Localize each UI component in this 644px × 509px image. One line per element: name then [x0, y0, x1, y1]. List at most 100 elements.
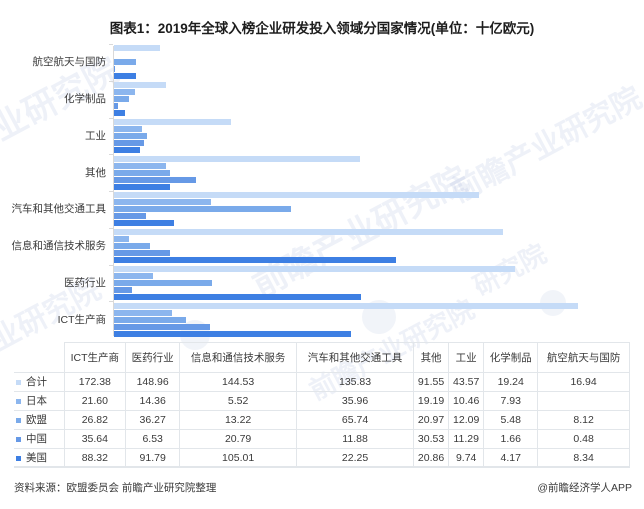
legend-swatch-icon [16, 398, 21, 404]
table-cell: 91.55 [413, 372, 450, 392]
y-axis-label: 工业 [85, 129, 106, 142]
bar-合计-航空航天与国防 [114, 45, 160, 52]
bar-中国-其他 [114, 176, 197, 183]
table-cell: 21.60 [63, 391, 127, 411]
bar-合计-其他 [114, 155, 361, 162]
table-cell: 4.17 [483, 448, 539, 468]
y-axis-label: ICT生产商 [57, 313, 106, 326]
table-cell: 22.25 [296, 448, 415, 468]
y-axis-label: 航空航天与国防 [32, 56, 107, 69]
bar-欧盟-信息和通信技术服务 [114, 243, 150, 250]
table-cell: 19.19 [413, 391, 450, 411]
bar-美国-化学制品 [114, 110, 126, 117]
bar-美国-医药行业 [114, 293, 361, 300]
table-cell: 6.53 [125, 429, 181, 449]
bar-日本-化学制品 [114, 89, 136, 96]
bar-合计-化学制品 [114, 82, 166, 89]
table-column-header: 化学制品 [483, 342, 539, 373]
chart-plot-area [114, 44, 644, 338]
bar-美国-汽车和其他交通工具 [114, 220, 174, 227]
bar-中国-信息和通信技术服务 [114, 250, 170, 257]
table-cell: 10.46 [448, 391, 485, 411]
bar-日本-信息和通信技术服务 [114, 236, 129, 243]
table-cell: 16.94 [537, 372, 630, 392]
table-cell: 36.27 [125, 410, 181, 430]
table-cell: 43.57 [448, 372, 485, 392]
table-cell: 26.82 [63, 410, 127, 430]
bar-日本-工业 [114, 125, 143, 132]
bar-中国-汽车和其他交通工具 [114, 213, 146, 220]
bar-欧盟-航空航天与国防 [114, 59, 136, 66]
table-row-header: 中国 [14, 429, 65, 449]
bar-中国-航空航天与国防 [114, 66, 116, 73]
bar-合计-ICT生产商 [114, 302, 578, 309]
bar-日本-医药行业 [114, 272, 153, 279]
bar-欧盟-化学制品 [114, 96, 129, 103]
y-axis-label: 化学制品 [64, 93, 106, 106]
table-cell [537, 391, 630, 411]
table-column-header: 工业 [448, 342, 485, 373]
table-cell: 144.53 [179, 372, 298, 392]
bar-中国-医药行业 [114, 286, 132, 293]
y-axis-tick [109, 154, 113, 156]
table-cell: 172.38 [63, 372, 127, 392]
table-cell: 5.52 [179, 391, 298, 411]
y-axis-tick [109, 117, 113, 119]
table-cell: 30.53 [413, 429, 450, 449]
legend-label: 中国 [26, 433, 47, 445]
legend-swatch-icon [16, 379, 21, 385]
table-cell: 12.09 [448, 410, 485, 430]
y-axis-tick [109, 227, 113, 229]
bar-欧盟-汽车和其他交通工具 [114, 206, 291, 213]
table-cell: 35.64 [63, 429, 127, 449]
table-column-header: 其他 [413, 342, 450, 373]
table-column-header: 信息和通信技术服务 [179, 342, 298, 373]
y-axis-label: 其他 [85, 166, 106, 179]
bar-合计-信息和通信技术服务 [114, 229, 503, 236]
bar-合计-医药行业 [114, 265, 515, 272]
app-credit: @前瞻经济学人APP [537, 482, 632, 494]
table-row-header: 合计 [14, 372, 65, 392]
table-body: 合计 172.38 148.96 144.53 135.83 91.55 43.57 19.2… [14, 372, 630, 468]
table-cell: 7.93 [483, 391, 539, 411]
table-cell: 8.34 [537, 448, 630, 468]
y-axis-tick [109, 44, 113, 45]
bar-中国-工业 [114, 139, 145, 146]
table-cell: 19.24 [483, 372, 539, 392]
table-header: ICT生产商 医药行业 信息和通信技术服务 汽车和其他交通工具 其他 工业 化学制品 航空航天… [14, 342, 630, 373]
table-column-header: ICT生产商 [63, 342, 127, 373]
table-cell: 11.88 [296, 429, 415, 449]
bar-欧盟-工业 [114, 132, 147, 139]
table-cell: 20.97 [413, 410, 450, 430]
table-row-header: 美国 [14, 448, 65, 468]
y-axis-label: 信息和通信技术服务 [11, 240, 107, 253]
legend-swatch-icon [16, 436, 21, 442]
bar-合计-汽车和其他交通工具 [114, 192, 480, 199]
source-note: 资料来源：欧盟委员会 前瞻产业研究院整理 [14, 482, 217, 494]
bar-美国-工业 [114, 146, 141, 153]
y-axis-label: 医药行业 [64, 276, 106, 289]
table-cell: 9.74 [448, 448, 485, 468]
table-header-row: ICT生产商 医药行业 信息和通信技术服务 汽车和其他交通工具 其他 工业 化学制品 航空航天… [14, 342, 630, 373]
table-cell: 20.79 [179, 429, 298, 449]
bar-美国-信息和通信技术服务 [114, 257, 397, 264]
table-corner-cell [14, 342, 65, 373]
legend-swatch-icon [16, 417, 21, 423]
bar-欧盟-其他 [114, 169, 171, 176]
table-column-header: 汽车和其他交通工具 [296, 342, 415, 373]
table-row-header: 欧盟 [14, 410, 65, 430]
table-cell: 135.83 [296, 372, 415, 392]
table-column-header: 医药行业 [125, 342, 181, 373]
legend-label: 合计 [26, 376, 47, 388]
table-cell: 13.22 [179, 410, 298, 430]
table-cell: 88.32 [63, 448, 127, 468]
table-cell: 105.01 [179, 448, 298, 468]
y-axis-category-labels: 航空航天与国防 化学制品 工业 其他 汽车和其他交通工具 信息和通信技术服务 医药行业 ICT… [0, 44, 113, 338]
bar-中国-ICT生产商 [114, 323, 210, 330]
bar-日本-其他 [114, 162, 166, 169]
legend-swatch-icon [16, 455, 21, 461]
bar-欧盟-医药行业 [114, 279, 212, 286]
table-cell: 1.66 [483, 429, 539, 449]
table-row: 日本 21.60 14.36 5.52 35.96 19.19 10.46 7.93 [14, 391, 630, 411]
table-cell: 20.86 [413, 448, 450, 468]
